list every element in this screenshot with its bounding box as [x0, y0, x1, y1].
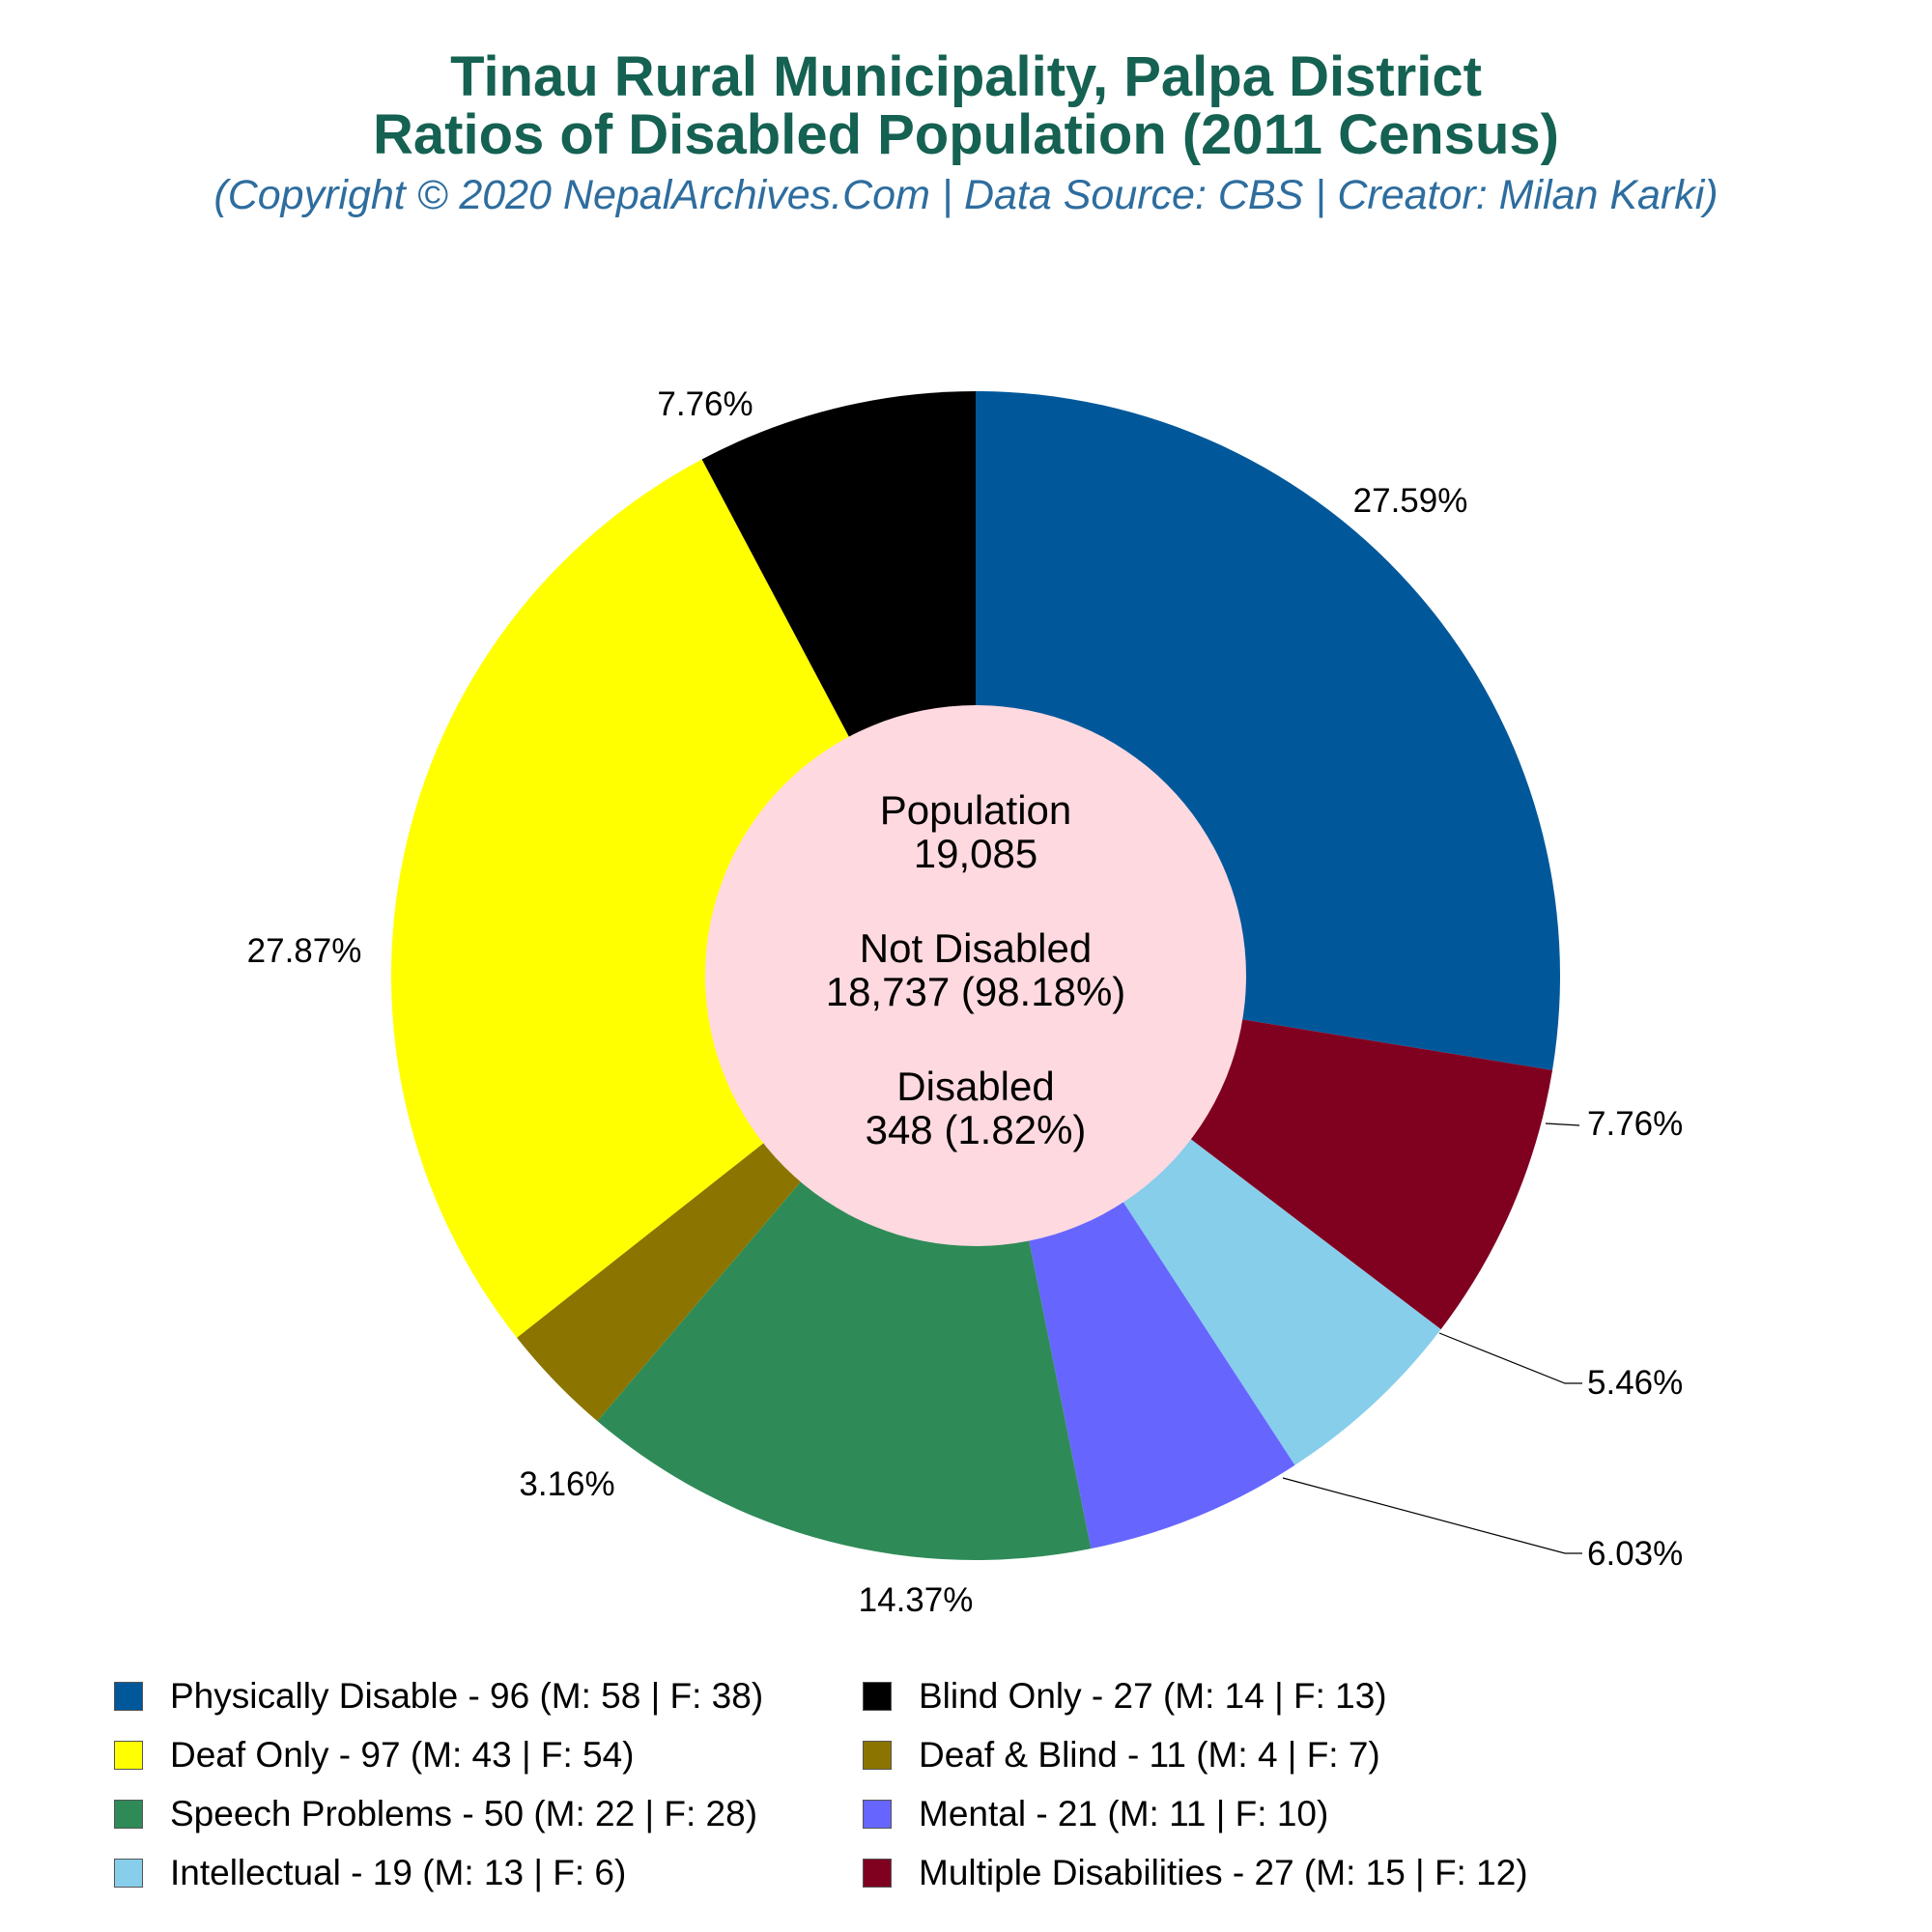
center-not-disabled-value: 18,737 (98.18%)	[826, 969, 1126, 1014]
legend-swatch	[863, 1859, 892, 1888]
legend-item: Multiple Disabilities - 27 (M: 15 | F: 1…	[863, 1846, 1528, 1900]
percent-label: 6.03%	[1587, 1535, 1683, 1573]
legend-label: Deaf & Blind - 11 (M: 4 | F: 7)	[919, 1735, 1380, 1775]
center-text: Population 19,085 Not Disabled 18,737 (9…	[826, 787, 1126, 1152]
chart-legend: Physically Disable - 96 (M: 58 | F: 38) B…	[114, 1669, 1853, 1901]
legend-swatch	[114, 1682, 143, 1711]
center-disabled-label: Disabled	[896, 1064, 1054, 1109]
legend-label: Deaf Only - 97 (M: 43 | F: 54)	[170, 1735, 635, 1775]
legend-label: Physically Disable - 96 (M: 58 | F: 38)	[170, 1676, 764, 1716]
legend-item: Physically Disable - 96 (M: 58 | F: 38)	[114, 1669, 763, 1723]
center-disabled-value: 348 (1.82%)	[866, 1107, 1087, 1152]
chart-subtitle: (Copyright © 2020 NepalArchives.Com | Da…	[213, 172, 1719, 218]
legend-item: Speech Problems - 50 (M: 22 | F: 28)	[114, 1787, 757, 1841]
legend-swatch	[114, 1859, 143, 1888]
chart-title-line-2: Ratios of Disabled Population (2011 Cens…	[373, 103, 1559, 166]
legend-label: Intellectual - 19 (M: 13 | F: 6)	[170, 1853, 627, 1892]
center-not-disabled-label: Not Disabled	[860, 925, 1092, 971]
legend-item: Mental - 21 (M: 11 | F: 10)	[863, 1787, 1328, 1841]
leader-line	[1438, 1332, 1582, 1384]
legend-label: Mental - 21 (M: 11 | F: 10)	[919, 1794, 1329, 1833]
percent-label: 3.16%	[519, 1465, 614, 1503]
legend-item: Blind Only - 27 (M: 14 | F: 13)	[863, 1669, 1387, 1723]
percent-label: 7.76%	[1587, 1105, 1683, 1143]
center-population-value: 19,085	[914, 831, 1037, 876]
percent-label: 5.46%	[1587, 1364, 1683, 1402]
percent-label: 14.37%	[859, 1581, 974, 1619]
legend-item: Deaf & Blind - 11 (M: 4 | F: 7)	[863, 1728, 1380, 1782]
percent-label: 7.76%	[657, 385, 753, 423]
legend-label: Speech Problems - 50 (M: 22 | F: 28)	[170, 1794, 758, 1833]
legend-label: Multiple Disabilities - 27 (M: 15 | F: 1…	[919, 1853, 1528, 1892]
legend-swatch	[114, 1800, 143, 1829]
percent-labels: 27.59% 7.76% 5.46% 6.03% 14.37% 3.16% 27.87% 7.…	[247, 385, 1684, 1619]
label-leader-lines	[1282, 1122, 1582, 1554]
legend-label: Blind Only - 27 (M: 14 | F: 13)	[919, 1676, 1387, 1716]
chart-title-line-1: Tinau Rural Municipality, Palpa District	[450, 45, 1482, 108]
legend-item: Intellectual - 19 (M: 13 | F: 6)	[114, 1846, 626, 1900]
legend-item: Deaf Only - 97 (M: 43 | F: 54)	[114, 1728, 635, 1782]
leader-line	[1282, 1477, 1582, 1554]
donut-slice	[390, 459, 976, 1338]
legend-swatch	[863, 1800, 892, 1829]
legend-swatch	[863, 1682, 892, 1711]
leader-line	[1545, 1122, 1580, 1126]
center-circle	[705, 705, 1246, 1246]
legend-swatch	[863, 1741, 892, 1770]
legend-swatch	[114, 1741, 143, 1770]
percent-label: 27.59%	[1353, 482, 1468, 520]
center-population-label: Population	[880, 787, 1072, 833]
percent-label: 27.87%	[247, 932, 362, 970]
